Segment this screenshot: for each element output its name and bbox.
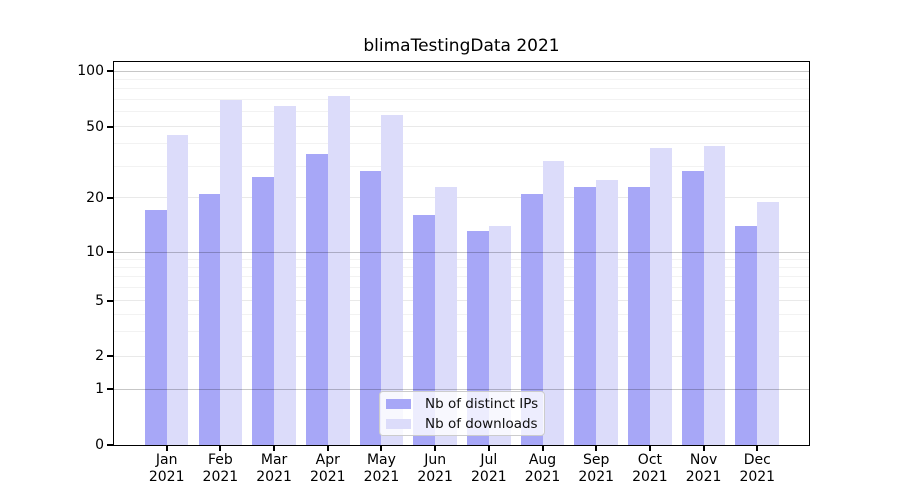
x-tick-label: Jun 2021 bbox=[417, 452, 453, 485]
gridline-decade bbox=[114, 70, 809, 72]
bar-downloads-jul bbox=[488, 225, 511, 446]
x-tick-label: Jan 2021 bbox=[148, 452, 185, 485]
x-tick-mark bbox=[541, 446, 544, 451]
bar-distinct-ips-apr bbox=[305, 154, 328, 446]
y-tick-label: 20 bbox=[86, 189, 104, 206]
gridline-minor bbox=[114, 88, 809, 90]
x-tick-mark bbox=[380, 446, 383, 451]
x-tick-mark bbox=[165, 446, 168, 451]
bar-downloads-oct bbox=[649, 147, 672, 446]
y-tick-mark bbox=[107, 251, 113, 253]
x-tick-label: Mar 2021 bbox=[256, 452, 292, 485]
y-tick-mark bbox=[107, 70, 113, 72]
legend-swatch-downloads bbox=[386, 418, 411, 429]
chart-title: blimaTestingData 2021 bbox=[363, 36, 560, 56]
bar-distinct-ips-jun bbox=[413, 215, 436, 446]
x-tick-label: Aug 2021 bbox=[524, 452, 561, 485]
gridline-minor bbox=[114, 330, 809, 332]
bar-distinct-ips-sep bbox=[574, 186, 597, 446]
x-tick-mark bbox=[648, 446, 651, 451]
bar-downloads-may bbox=[381, 114, 404, 446]
bar-downloads-dec bbox=[757, 201, 780, 446]
legend-label-downloads: Nb of downloads bbox=[425, 415, 538, 432]
bar-distinct-ips-mar bbox=[252, 177, 275, 446]
x-tick-mark bbox=[487, 446, 490, 451]
y-tick-label: 100 bbox=[77, 63, 104, 79]
legend-item-downloads: Nb of downloads bbox=[386, 416, 538, 432]
gridline-minor bbox=[114, 267, 809, 269]
legend: Nb of distinct IPs Nb of downloads bbox=[379, 391, 545, 436]
bar-distinct-ips-aug bbox=[520, 193, 543, 446]
bar-downloads-jun bbox=[435, 186, 457, 446]
bar-downloads-apr bbox=[327, 96, 350, 446]
x-tick-mark bbox=[756, 446, 759, 451]
gridline-minor bbox=[114, 99, 809, 101]
bar-downloads-aug bbox=[542, 161, 565, 446]
x-tick-label: May 2021 bbox=[363, 452, 400, 485]
gridline-minor bbox=[114, 143, 809, 145]
gridline-labeled bbox=[114, 197, 809, 198]
y-tick-mark bbox=[107, 299, 113, 302]
gridline-decade bbox=[114, 251, 809, 253]
bar-downloads-feb bbox=[220, 99, 243, 446]
y-tick-mark bbox=[107, 444, 113, 446]
y-tick-label: 1 bbox=[95, 381, 104, 397]
x-tick-label: Sep 2021 bbox=[578, 452, 615, 485]
x-tick-label: Oct 2021 bbox=[632, 452, 668, 485]
gridline-minor bbox=[114, 258, 809, 260]
legend-item-distinct-ips: Nb of distinct IPs bbox=[386, 396, 538, 412]
x-tick-label: Apr 2021 bbox=[309, 452, 346, 485]
bar-downloads-sep bbox=[596, 180, 619, 446]
y-tick-mark bbox=[107, 196, 113, 199]
legend-label-distinct-ips: Nb of distinct IPs bbox=[425, 395, 539, 412]
gridline-minor bbox=[114, 313, 809, 315]
x-tick-mark bbox=[434, 446, 437, 451]
gridline-decade bbox=[114, 388, 809, 390]
gridline-minor bbox=[114, 165, 809, 167]
y-tick-mark bbox=[107, 388, 113, 390]
y-tick-label: 50 bbox=[86, 118, 104, 135]
gridline-minor bbox=[114, 287, 809, 289]
x-tick-mark bbox=[702, 446, 705, 451]
x-tick-label: Dec 2021 bbox=[739, 452, 776, 485]
bar-downloads-nov bbox=[703, 145, 726, 446]
x-tick-label: Nov 2021 bbox=[685, 452, 722, 485]
bar-distinct-ips-jan bbox=[144, 210, 167, 446]
gridline-minor bbox=[114, 78, 809, 80]
gridline-minor bbox=[114, 111, 809, 113]
bar-distinct-ips-nov bbox=[681, 171, 704, 446]
y-tick-label: 2 bbox=[95, 348, 104, 364]
bar-downloads-mar bbox=[274, 105, 296, 446]
gridline-labeled bbox=[114, 355, 809, 357]
bar-distinct-ips-may bbox=[359, 171, 382, 446]
x-tick-mark bbox=[219, 446, 222, 451]
y-tick-label: 5 bbox=[95, 292, 104, 309]
bar-distinct-ips-dec bbox=[735, 225, 758, 446]
x-tick-label: Feb 2021 bbox=[202, 452, 239, 485]
gridline-labeled bbox=[114, 126, 809, 128]
bar-distinct-ips-oct bbox=[628, 186, 650, 446]
gridline-labeled bbox=[114, 300, 809, 301]
bar-downloads-jan bbox=[166, 134, 189, 446]
y-tick-mark bbox=[107, 125, 113, 128]
y-tick-mark bbox=[107, 355, 113, 357]
bar-distinct-ips-feb bbox=[198, 193, 221, 446]
x-tick-mark bbox=[595, 446, 598, 451]
x-tick-mark bbox=[326, 446, 329, 451]
y-tick-label: 10 bbox=[86, 244, 104, 260]
y-tick-label: 0 bbox=[95, 437, 104, 453]
x-tick-label: Jul 2021 bbox=[471, 452, 507, 485]
legend-swatch-distinct-ips bbox=[386, 398, 411, 409]
x-tick-mark bbox=[273, 446, 276, 451]
gridline-minor bbox=[114, 276, 809, 278]
